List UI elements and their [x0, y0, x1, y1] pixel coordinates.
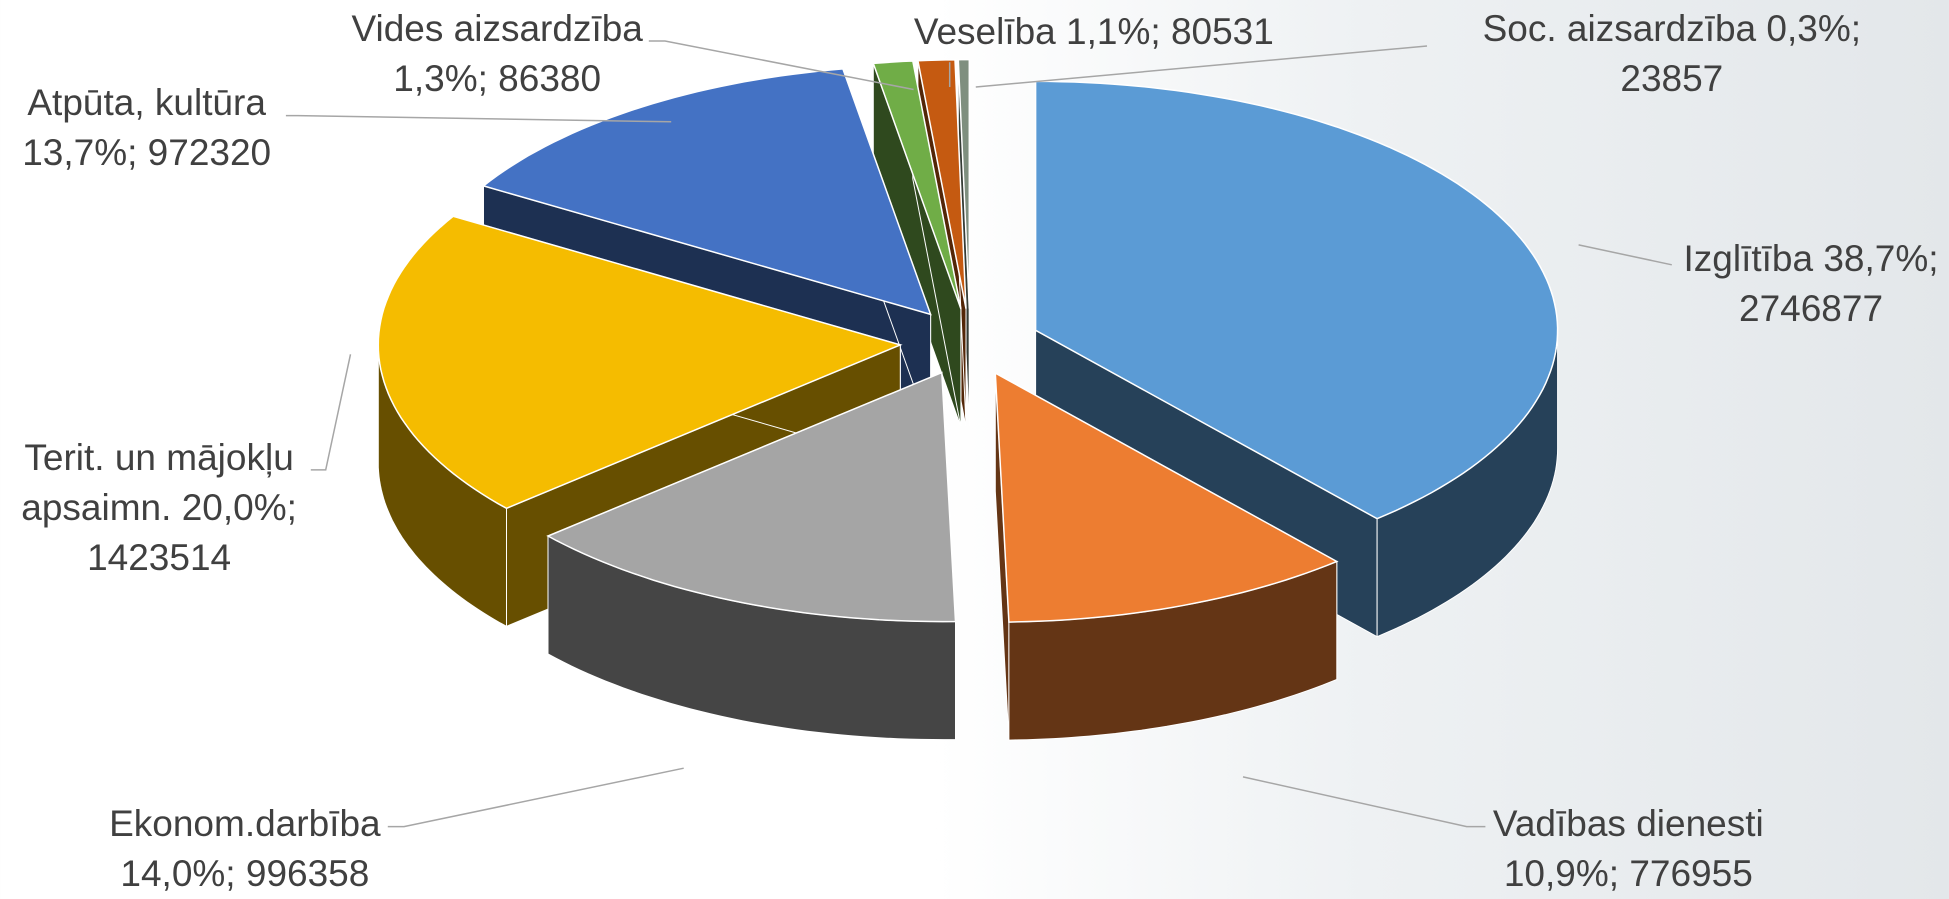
category-label: Izglītība: [1684, 238, 1814, 279]
leader-line: [1243, 777, 1485, 827]
value-label: 1,1%; 80531: [1066, 11, 1274, 52]
value-label: 1,3%; 86380: [393, 58, 601, 99]
value-label: 14,0%; 996358: [120, 853, 369, 894]
data-label: Vides aizsardzība 1,3%; 86380: [343, 4, 651, 104]
leader-line: [388, 768, 684, 826]
data-label: Atpūta, kultūra 13,7%; 972320: [7, 78, 285, 178]
data-label: Ekonom.darbība 14,0%; 996358: [96, 799, 394, 899]
category-label: Soc. aizsardzība: [1483, 8, 1757, 49]
value-label: 10,9%; 776955: [1504, 853, 1753, 894]
data-label: Terit. un mājokļu apsaimn. 20,0%; 142351…: [7, 433, 310, 583]
category-label: Veselība: [914, 11, 1056, 52]
data-label: Izglītība 38,7%; 2746877: [1657, 234, 1949, 334]
category-label: Ekonom.darbība: [109, 803, 381, 844]
category-label: Atpūta, kultūra: [27, 82, 266, 123]
data-label: Veselība 1,1%; 80531: [885, 7, 1303, 57]
leader-line: [311, 354, 351, 470]
data-label: Vadības dienesti 10,9%; 776955: [1479, 799, 1777, 899]
data-label: Soc. aizsardzība 0,3%; 23857: [1478, 4, 1866, 104]
page: (() => { const data = JSON.parse(documen…: [0, 0, 1949, 895]
category-label: Vides aizsardzība: [352, 8, 643, 49]
value-label: 13,7%; 972320: [22, 132, 271, 173]
category-label: Vadības dienesti: [1493, 803, 1764, 844]
